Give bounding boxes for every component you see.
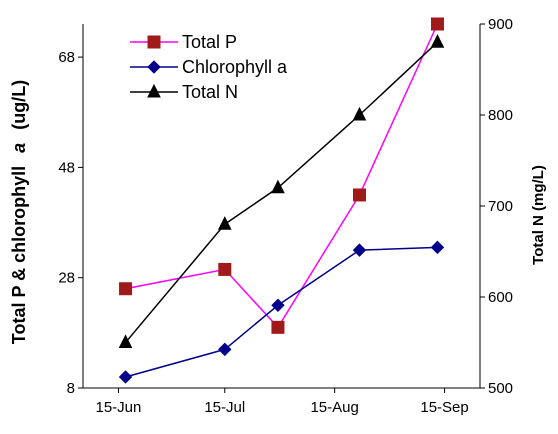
data-point-total-n xyxy=(271,179,285,194)
right-tick-label: 500 xyxy=(488,380,513,397)
legend-label-total-n: Total N xyxy=(182,82,238,102)
left-axis: 8 28 48 68 xyxy=(58,24,84,397)
x-tick-label: 15-Jul xyxy=(204,399,245,416)
legend-marker-total-p xyxy=(147,35,161,49)
left-tick-label: 48 xyxy=(58,159,75,176)
data-point-total-n xyxy=(352,106,367,121)
data-point-total-p xyxy=(218,262,232,276)
right-axis-title: Total N (mg/L) xyxy=(530,165,547,265)
data-point-chlorophyll-a xyxy=(118,370,133,384)
legend-marker-chlorophyll-a xyxy=(147,60,161,74)
right-axis: 500 600 700 800 900 xyxy=(479,16,513,397)
left-axis-title: Total P & chlorophyll a (ug/L) xyxy=(9,80,29,344)
data-point-total-p xyxy=(119,282,133,296)
legend: Total P Chlorophyll a Total N xyxy=(130,32,288,102)
left-axis-title-italic: a xyxy=(9,143,29,153)
data-point-total-p xyxy=(430,17,444,31)
right-tick-label: 600 xyxy=(488,289,513,306)
left-axis-title-main: Total P & chlorophyll xyxy=(9,166,29,344)
right-tick-label: 800 xyxy=(488,107,513,124)
data-point-chlorophyll-a xyxy=(271,298,285,312)
x-axis: 15-Jun 15-Jul 15-Aug 15-Sep xyxy=(83,387,480,416)
left-axis-title-unit: (ug/L) xyxy=(9,80,29,130)
legend-label-chlorophyll-a: Chlorophyll a xyxy=(182,57,288,77)
x-tick-label: 15-Aug xyxy=(310,399,358,416)
left-tick-label: 68 xyxy=(58,49,75,66)
legend-label-total-p: Total P xyxy=(182,32,237,52)
series-line-chlorophyll-a xyxy=(125,246,438,378)
data-point-total-n xyxy=(118,334,133,348)
right-tick-label: 700 xyxy=(488,198,513,215)
data-point-total-n xyxy=(217,216,232,230)
legend-marker-total-n xyxy=(147,83,161,98)
data-point-total-n xyxy=(430,34,445,48)
data-point-total-p xyxy=(271,320,285,334)
right-tick-label: 900 xyxy=(488,16,513,33)
series-layer xyxy=(118,17,445,384)
data-point-chlorophyll-a xyxy=(430,240,445,255)
x-tick-label: 15-Jun xyxy=(96,399,142,416)
data-point-chlorophyll-a xyxy=(218,342,232,357)
x-tick-label: 15-Sep xyxy=(420,399,468,416)
data-point-total-p xyxy=(352,188,366,202)
left-tick-label: 8 xyxy=(67,380,75,397)
data-point-chlorophyll-a xyxy=(352,243,367,257)
left-tick-label: 28 xyxy=(58,270,75,287)
